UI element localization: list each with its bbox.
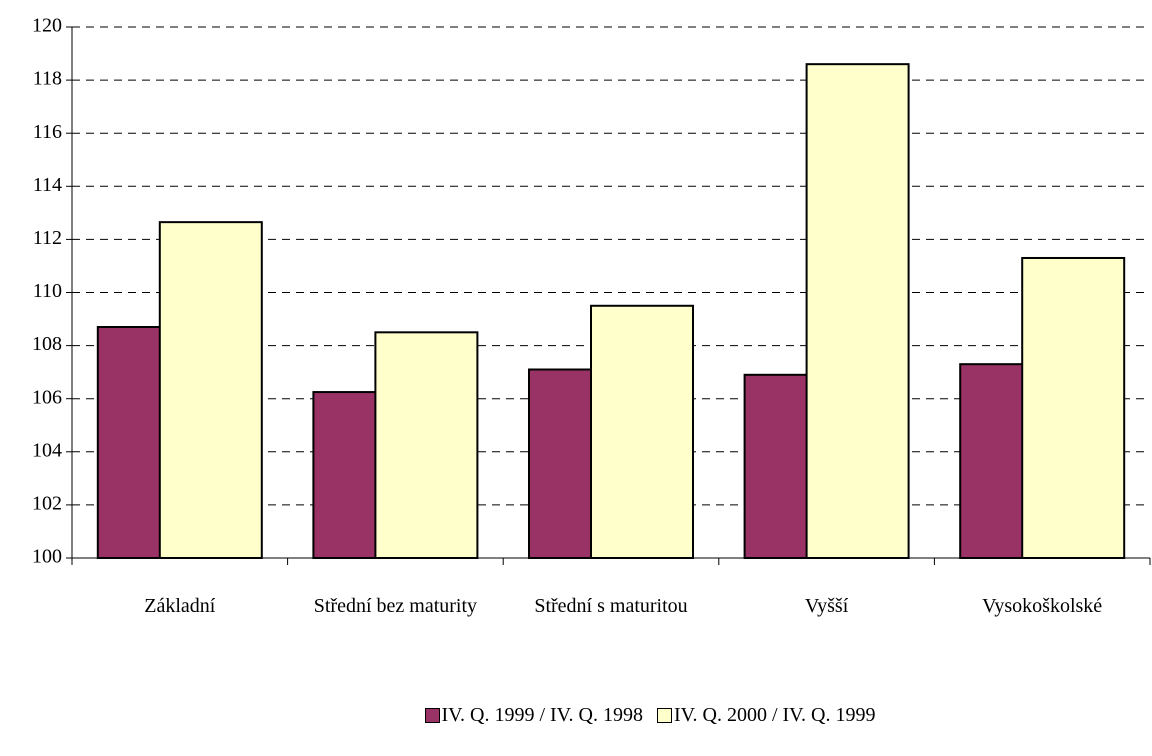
y-tick-label: 110 <box>33 280 62 302</box>
legend: IV. Q. 1999 / IV. Q. 1998 IV. Q. 2000 / I… <box>340 704 960 727</box>
legend-label: IV. Q. 1999 / IV. Q. 1998 <box>441 704 644 726</box>
legend-swatch <box>424 708 440 723</box>
bar <box>158 221 263 560</box>
y-tick-label: 100 <box>32 546 62 568</box>
x-tick-label: Vyšší <box>804 595 849 617</box>
x-tick-label: Vysokoškolské <box>982 595 1103 617</box>
bar <box>805 63 910 559</box>
y-tick-label: 116 <box>33 121 62 143</box>
legend-swatch <box>657 708 672 723</box>
x-tick-label: Střední bez maturity <box>313 595 478 617</box>
x-tick-label: Střední s maturitou <box>534 595 688 617</box>
y-tick-label: 118 <box>33 68 62 90</box>
y-tick-label: 114 <box>33 174 62 196</box>
bar <box>1021 256 1126 559</box>
y-tick-label: 112 <box>33 227 62 249</box>
bar <box>590 304 694 559</box>
y-tick-label: 104 <box>32 439 62 461</box>
y-tick-label: 108 <box>32 333 62 355</box>
legend-item: IV. Q. 1999 / IV. Q. 1998 <box>424 704 644 727</box>
y-tick-label: 102 <box>32 492 62 514</box>
legend-label: IV. Q. 2000 / IV. Q. 1999 <box>674 704 876 726</box>
y-tick-label: 120 <box>32 15 62 37</box>
y-tick-label: 106 <box>32 386 62 408</box>
x-tick-label: Základní <box>144 595 216 617</box>
bar <box>374 331 479 560</box>
legend-item: IV. Q. 2000 / IV. Q. 1999 <box>657 704 876 727</box>
